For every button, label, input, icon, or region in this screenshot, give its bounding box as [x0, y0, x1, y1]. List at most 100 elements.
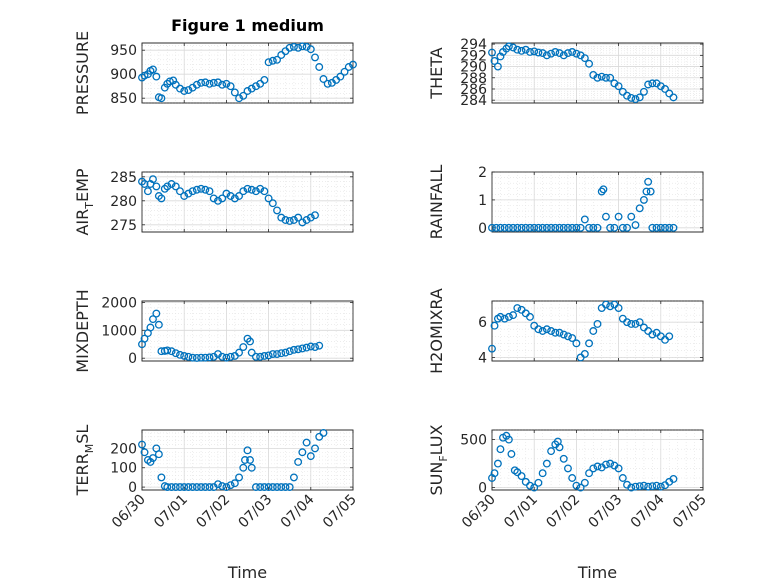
- axes-border: [141, 300, 354, 362]
- y-axis-label: THETA: [427, 47, 446, 99]
- axes-border: [141, 171, 354, 233]
- data-point: [559, 330, 568, 339]
- subplot-5: 0 1000 2000 MIXDEPTH: [73, 289, 354, 373]
- data-point: [205, 483, 214, 492]
- data-point: [517, 46, 526, 55]
- data-point: [235, 348, 244, 357]
- data-point: [251, 82, 260, 91]
- y-axis-label-main: H2OMIXRA: [427, 288, 446, 374]
- data-point: [504, 223, 513, 232]
- data-point: [180, 352, 189, 360]
- data-point: [298, 448, 307, 457]
- data-point: [256, 184, 265, 193]
- data-point: [251, 187, 260, 196]
- data-point: [294, 345, 303, 354]
- data-point: [140, 334, 149, 343]
- data-point: [493, 459, 502, 468]
- data-point: [572, 49, 581, 58]
- data-point: [538, 223, 547, 232]
- data-point: [669, 223, 678, 232]
- y-tick-label: 0: [128, 351, 137, 367]
- data-point: [538, 49, 547, 58]
- data-point: [277, 213, 286, 222]
- x-tick-label: 07/02: [543, 492, 583, 532]
- data-point: [601, 212, 610, 221]
- data-point: [488, 344, 496, 353]
- x-axis-label: Time: [577, 563, 617, 582]
- data-point: [631, 482, 640, 491]
- x-tick-label: 07/04: [278, 491, 318, 531]
- data-point: [157, 473, 166, 482]
- data-point: [184, 189, 193, 198]
- data-point: [273, 483, 281, 492]
- data-point: [496, 312, 505, 321]
- data-point: [222, 353, 231, 362]
- data-point: [547, 223, 556, 232]
- data-point: [665, 89, 674, 98]
- y-axis-label-rest: SL: [73, 425, 92, 444]
- data-point: [490, 469, 499, 478]
- data-point: [218, 482, 227, 491]
- y-axis-label-subscript: M: [83, 444, 96, 454]
- y-tick-label: 288: [460, 71, 487, 87]
- x-tick-label: 06/30: [459, 492, 499, 532]
- y-axis-label-rest: LUX: [427, 424, 446, 455]
- data-point: [163, 79, 172, 88]
- data-point: [176, 84, 184, 93]
- y-axis-label-main: MIXDEPTH: [73, 289, 92, 372]
- data-point: [149, 65, 157, 74]
- data-point: [669, 475, 678, 483]
- y-axis-label: MIXDEPTH: [73, 289, 92, 372]
- data-point: [644, 482, 653, 491]
- data-point: [256, 483, 265, 492]
- data-point: [180, 483, 189, 492]
- data-point: [311, 211, 319, 220]
- axes-border: [491, 171, 704, 233]
- data-point: [247, 348, 256, 357]
- data-point: [656, 223, 665, 232]
- data-point: [580, 478, 589, 487]
- data-point: [627, 93, 636, 102]
- data-point: [631, 221, 640, 229]
- data-point: [606, 223, 615, 232]
- subplot-4: 0 1 2 RAINFALL: [427, 165, 704, 240]
- data-point: [230, 88, 239, 97]
- data-point: [163, 346, 172, 355]
- data-point: [534, 223, 543, 232]
- data-point: [264, 483, 273, 492]
- y-tick-label: 500: [460, 433, 487, 449]
- y-axis-label-main: SUN: [427, 462, 446, 496]
- data-point: [315, 432, 324, 441]
- data-point: [246, 337, 254, 346]
- data-point: [492, 223, 501, 232]
- data-point: [648, 330, 657, 339]
- data-point: [157, 194, 166, 203]
- y-tick-label: 200: [110, 441, 137, 457]
- data-point: [218, 194, 227, 203]
- data-point: [513, 304, 522, 313]
- data-point: [526, 48, 534, 56]
- data-point: [656, 482, 665, 491]
- data-point: [580, 54, 589, 63]
- data-point: [273, 55, 281, 64]
- data-point: [201, 78, 210, 87]
- data-point: [260, 483, 269, 492]
- data-point: [593, 73, 602, 82]
- data-point: [627, 212, 636, 221]
- data-point: [631, 95, 640, 104]
- data-point: [152, 309, 161, 318]
- y-axis-label-main: RAINFALL: [427, 165, 446, 240]
- data-point: [201, 483, 210, 492]
- data-point: [542, 51, 551, 60]
- data-point: [306, 452, 315, 461]
- axes-border: [491, 300, 704, 362]
- data-point: [214, 78, 222, 87]
- data-point: [639, 87, 648, 96]
- data-point: [294, 43, 303, 52]
- data-point: [165, 77, 174, 86]
- data-point: [197, 78, 206, 87]
- data-point: [251, 483, 260, 492]
- data-point: [610, 223, 619, 232]
- subplot-1: 850 900 950 PRESSURE Figure 1 medium: [73, 16, 357, 115]
